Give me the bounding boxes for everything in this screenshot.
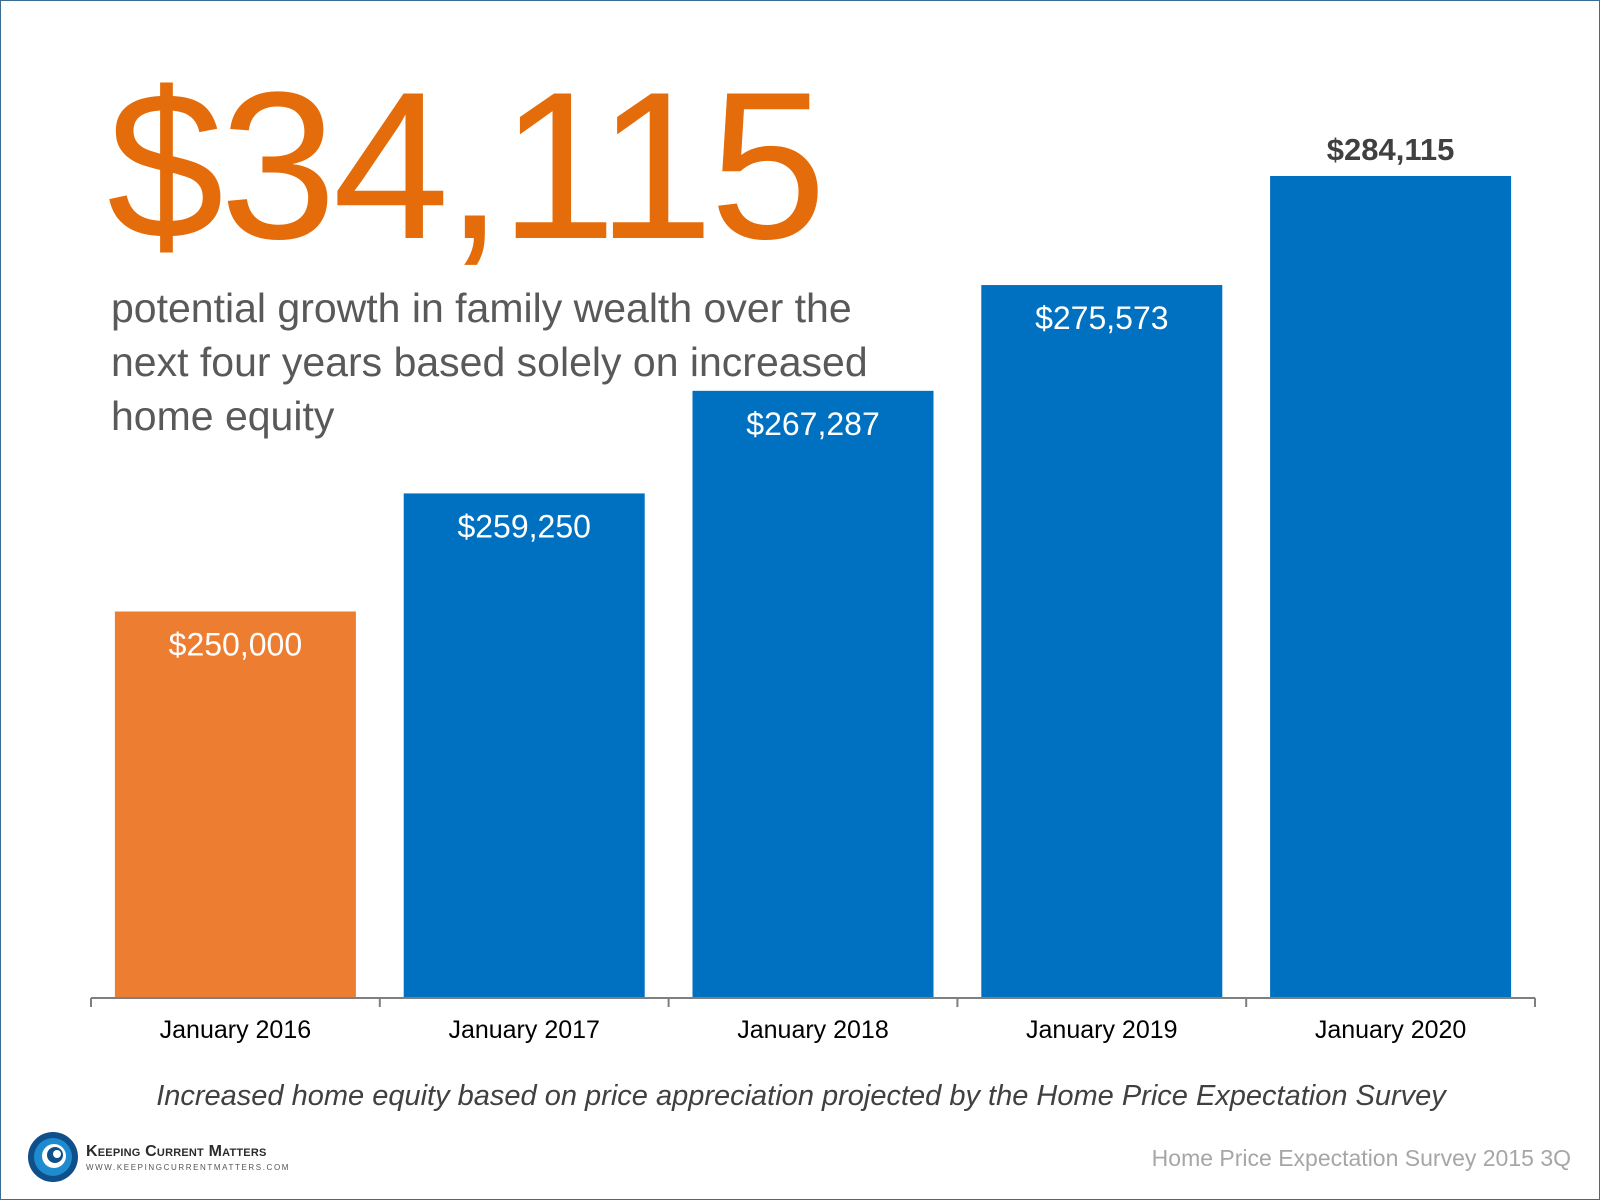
data-label-3: $267,287 bbox=[746, 406, 879, 442]
bar-3 bbox=[692, 390, 934, 998]
bar-2 bbox=[403, 493, 645, 998]
swirl-logo-icon bbox=[28, 1132, 78, 1182]
data-label-1: $250,000 bbox=[169, 627, 302, 663]
x-tick-label-4: January 2019 bbox=[1026, 1016, 1178, 1044]
headline-value: $34,115 bbox=[107, 48, 827, 283]
headline-caption: potential growth in family wealth over t… bbox=[111, 285, 868, 439]
logo-url: WWW.KEEPINGCURRENTMATTERS.COM bbox=[86, 1163, 291, 1172]
bar-1 bbox=[114, 611, 356, 998]
x-tick-label-3: January 2018 bbox=[737, 1016, 889, 1044]
x-tick-label-5: January 2020 bbox=[1315, 1016, 1467, 1044]
logo-name: Keeping Current Matters bbox=[86, 1143, 267, 1160]
x-tick-label-2: January 2017 bbox=[448, 1016, 600, 1044]
source-note: Home Price Expectation Survey 2015 3Q bbox=[1151, 1145, 1571, 1171]
bar-4 bbox=[981, 285, 1223, 998]
data-label-2: $259,250 bbox=[457, 508, 590, 544]
chart-footnote: Increased home equity based on price app… bbox=[156, 1080, 1446, 1112]
bar-5 bbox=[1270, 176, 1512, 998]
data-label-4: $275,573 bbox=[1035, 300, 1168, 336]
data-label-5: $284,115 bbox=[1327, 132, 1455, 167]
logo: Keeping Current Matters WWW.KEEPINGCURRE… bbox=[27, 1129, 327, 1185]
x-tick-label-1: January 2016 bbox=[160, 1016, 312, 1044]
